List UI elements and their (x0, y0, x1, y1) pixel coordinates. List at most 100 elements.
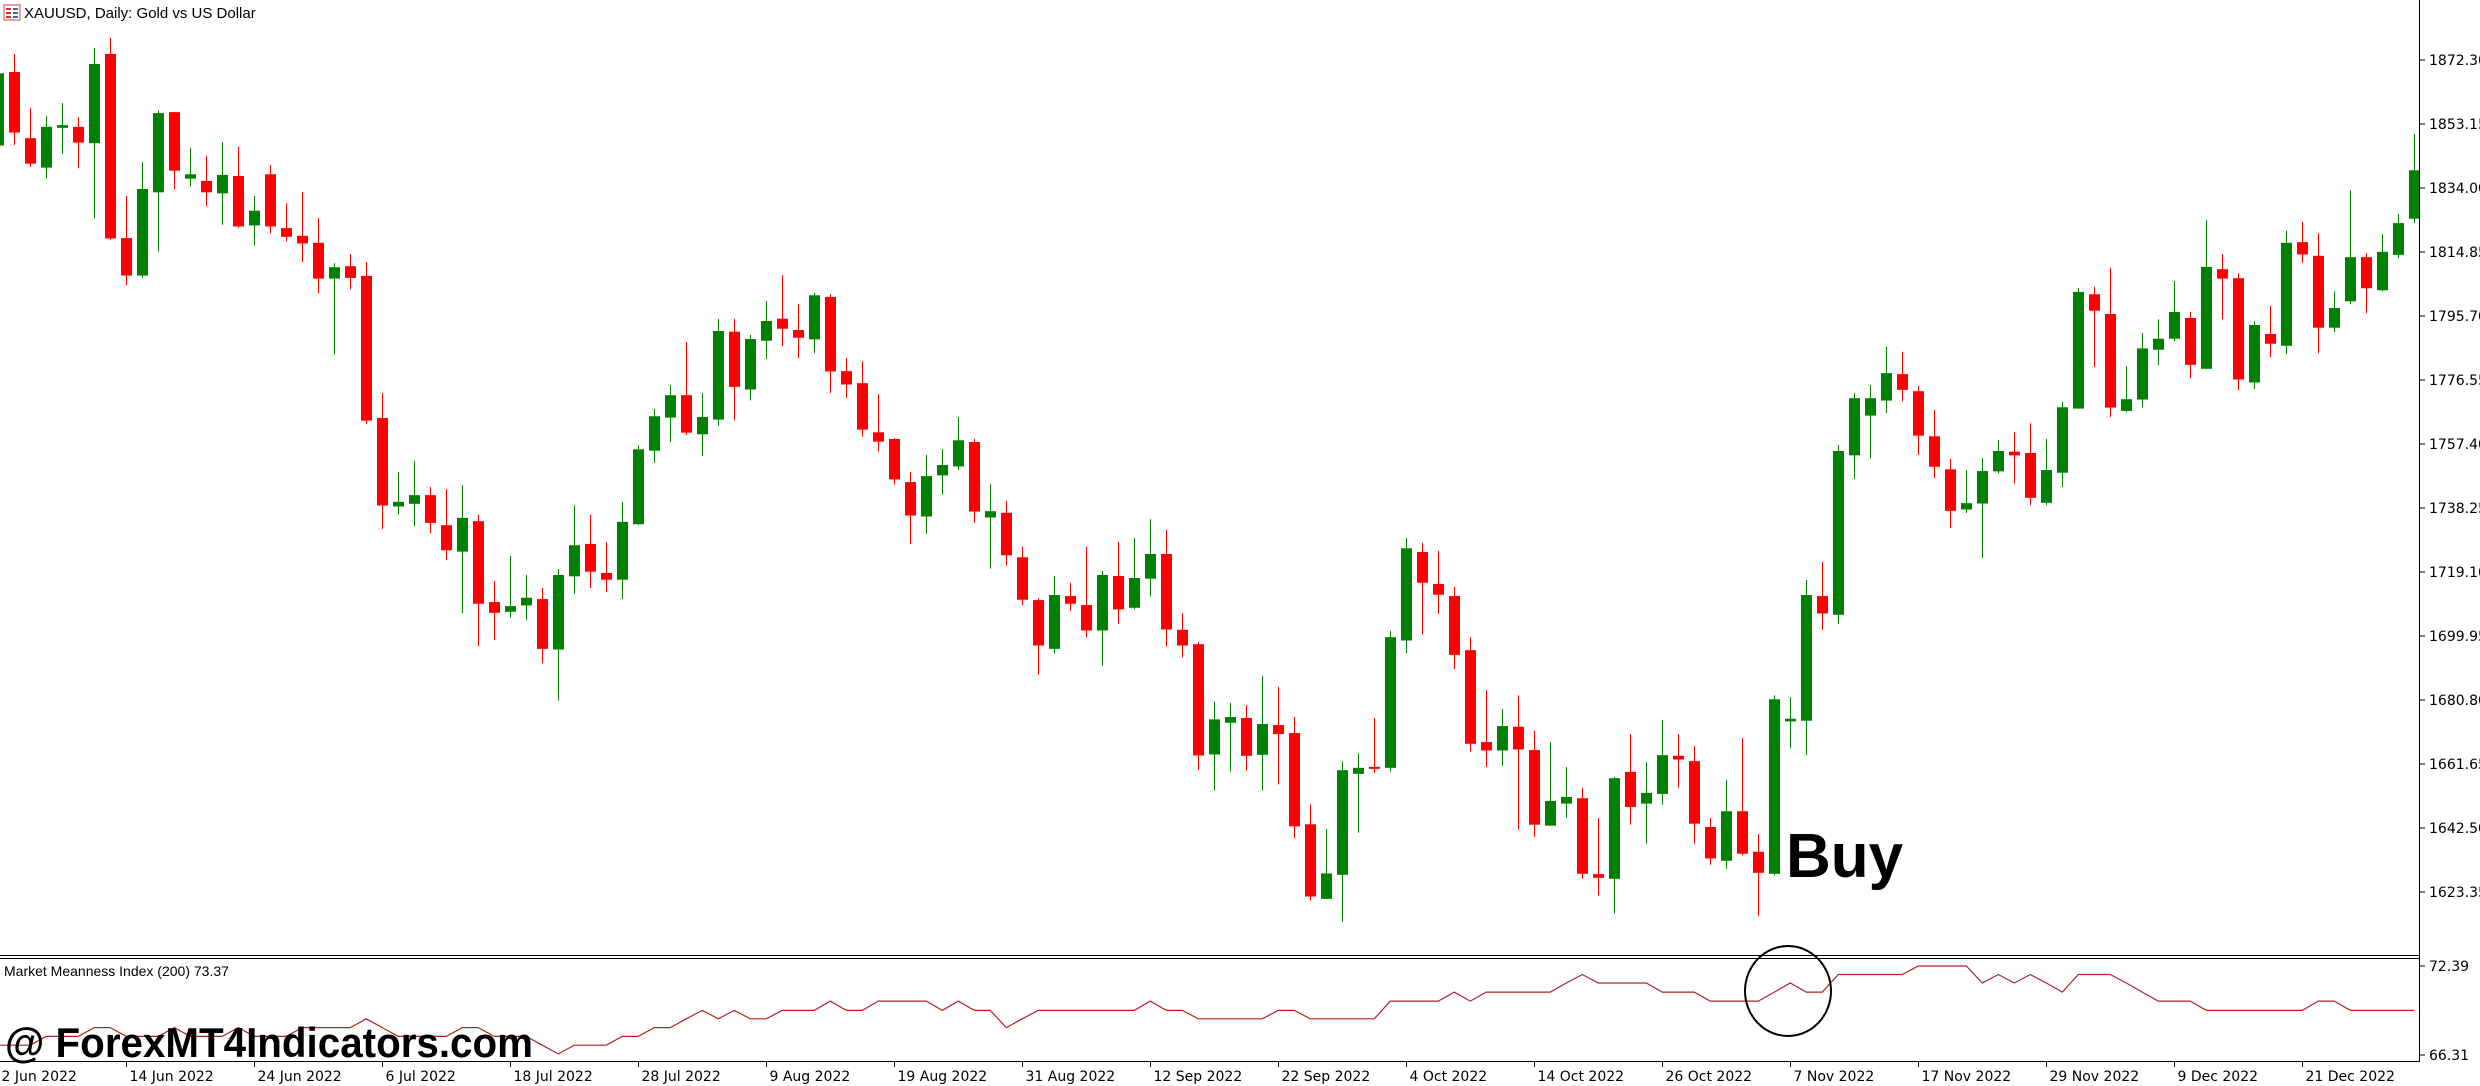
candle-bullish (2201, 220, 2212, 369)
candle-body (393, 501, 404, 507)
candle-bullish (665, 384, 676, 442)
candle-bearish (537, 588, 548, 664)
candle-body (2009, 451, 2020, 456)
candle-body (2361, 257, 2372, 289)
candle-body (1481, 742, 1492, 751)
candle-bullish (1257, 675, 1268, 791)
candle-body (601, 573, 612, 580)
candle-body (1433, 584, 1444, 595)
candle-body (1545, 800, 1556, 826)
time-tick-label: 28 Jul 2022 (642, 1069, 721, 1085)
candle-body (1609, 778, 1620, 879)
candle-body (1385, 637, 1396, 768)
candle-body (1241, 718, 1252, 756)
candle-body (1913, 391, 1924, 436)
candle-body (2185, 317, 2196, 365)
candle-body (457, 517, 468, 552)
candle-body (105, 53, 116, 239)
candle-bullish (137, 162, 148, 278)
candle-body (473, 521, 484, 604)
candle-bearish (825, 294, 836, 393)
candle-body (441, 525, 452, 551)
candle-bearish (201, 155, 212, 207)
time-tick-label: 31 Aug 2022 (1026, 1069, 1116, 1085)
candle-bearish (1289, 717, 1300, 839)
candle-bullish (1849, 392, 1860, 480)
price-tick-label: 1738.25 (2429, 501, 2480, 517)
candle-body (2345, 257, 2356, 302)
candle-bullish (617, 501, 628, 600)
candle-body (761, 321, 772, 341)
candle-body (1561, 796, 1572, 804)
candle-body (2073, 291, 2084, 409)
candle-bearish (857, 361, 868, 437)
candle-body (1529, 750, 1540, 825)
candle-body (185, 174, 196, 179)
candle-body (1049, 595, 1060, 649)
candle-bullish (89, 47, 100, 219)
candle-bearish (873, 394, 884, 452)
candle-body (1897, 374, 1908, 390)
candle-bullish (761, 300, 772, 360)
candle-bullish (1337, 761, 1348, 922)
candle-bearish (2313, 233, 2324, 354)
candle-bearish (1465, 637, 1476, 752)
candle-body (2041, 470, 2052, 503)
candle-bearish (1737, 738, 1748, 856)
chart-window-icon (3, 4, 21, 21)
candle-bearish (1033, 598, 1044, 675)
candle-body (857, 383, 868, 430)
candle-bullish (57, 103, 68, 154)
candle-bearish (297, 192, 308, 263)
candle-bearish (1241, 705, 1252, 771)
candle-bearish (121, 196, 132, 286)
candle-body (1785, 718, 1796, 722)
price-tick-label: 1680.80 (2429, 693, 2480, 709)
candle-bearish (1193, 642, 1204, 770)
candle-body (1033, 600, 1044, 646)
candle-body (633, 449, 644, 525)
candle-body (425, 495, 436, 523)
candle-bullish (2169, 280, 2180, 342)
price-tick-label: 1719.10 (2429, 565, 2480, 581)
candle-body (1929, 436, 1940, 467)
candle-bearish (345, 254, 356, 290)
candle-bearish (1433, 550, 1444, 614)
candle-bullish (1497, 709, 1508, 766)
candle-bullish (1321, 829, 1332, 899)
candle-body (1225, 717, 1236, 723)
candles-layer (0, 37, 2420, 922)
candle-bullish (329, 263, 340, 355)
candle-bearish (1529, 730, 1540, 837)
candle-bearish (601, 542, 612, 593)
candle-bearish (1017, 546, 1028, 606)
chart-title: XAUUSD, Daily: Gold vs US Dollar (3, 4, 256, 22)
price-tick-label: 1661.65 (2429, 757, 2480, 773)
candle-bullish (569, 505, 580, 594)
candle-bearish (1513, 695, 1524, 830)
price-tick-label: 1872.30 (2429, 53, 2480, 69)
candle-body (377, 417, 388, 506)
time-tick-label: 4 Oct 2022 (1410, 1069, 1488, 1085)
time-tick-label: 9 Dec 2022 (2178, 1069, 2259, 1085)
candle-bullish (1657, 720, 1668, 805)
price-tick-label: 1853.15 (2429, 117, 2480, 133)
candle-body (809, 295, 820, 340)
candle-body (729, 331, 740, 387)
candle-bullish (633, 445, 644, 526)
buy-signal-label: Buy (1786, 822, 1904, 891)
price-tick-label: 1795.70 (2429, 309, 2480, 325)
candle-body (1129, 578, 1140, 608)
candle-bearish (1113, 541, 1124, 624)
candle-bearish (1369, 718, 1380, 773)
candle-body (1737, 811, 1748, 854)
candle-bearish (1481, 690, 1492, 768)
candle-body (777, 318, 788, 329)
candle-bearish (1577, 787, 1588, 879)
candle-bearish (1673, 734, 1684, 788)
candle-body (745, 339, 756, 390)
candle-body (1753, 851, 1764, 873)
candle-body (2057, 407, 2068, 473)
candle-bearish (1177, 613, 1188, 658)
